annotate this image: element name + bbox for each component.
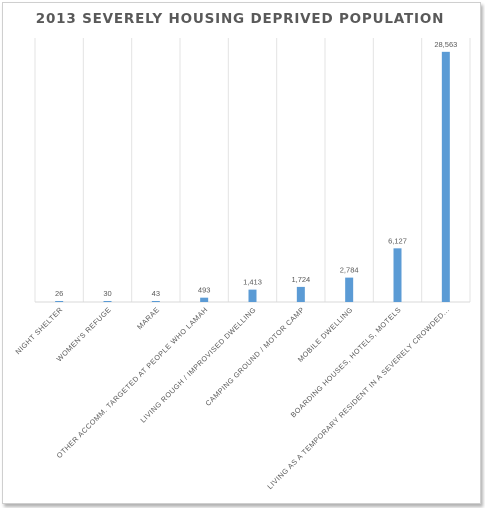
data-label: 1,724 <box>291 275 310 284</box>
category-label: BOARDING HOUSES, HOTELS, MOTELS <box>289 305 403 419</box>
category-label: LIVING AS A TEMPORARY RESIDENT IN A SEVE… <box>265 305 451 491</box>
category-label: NIGHT SHELTER <box>13 305 64 356</box>
chart-title: 2013 SEVERELY HOUSING DEPRIVED POPULATIO… <box>36 11 444 27</box>
bar <box>393 248 402 302</box>
bar <box>441 51 450 303</box>
data-label: 28,563 <box>434 40 457 49</box>
category-label: WOMEN'S REFUGE <box>55 305 113 363</box>
bar <box>55 301 64 302</box>
bar <box>103 301 112 302</box>
category-label: MARAE <box>135 305 161 331</box>
data-label: 2,784 <box>340 266 359 275</box>
bar-series <box>55 51 450 303</box>
bar <box>248 289 257 302</box>
category-label: CAMPING GROUND / MOTOR CAMP <box>203 305 306 408</box>
data-label: 30 <box>103 289 111 298</box>
bar <box>345 277 354 302</box>
data-label: 6,127 <box>388 236 407 245</box>
data-label: 493 <box>198 286 211 295</box>
data-labels: 26 30 43 493 1,413 1,724 2,784 6,127 28,563 <box>55 40 457 298</box>
bar <box>296 286 305 302</box>
data-label: 1,413 <box>243 278 262 287</box>
bar <box>151 301 160 302</box>
data-label: 26 <box>55 289 63 298</box>
data-label: 43 <box>152 289 160 298</box>
bar <box>200 297 209 302</box>
category-gridlines <box>34 38 471 303</box>
